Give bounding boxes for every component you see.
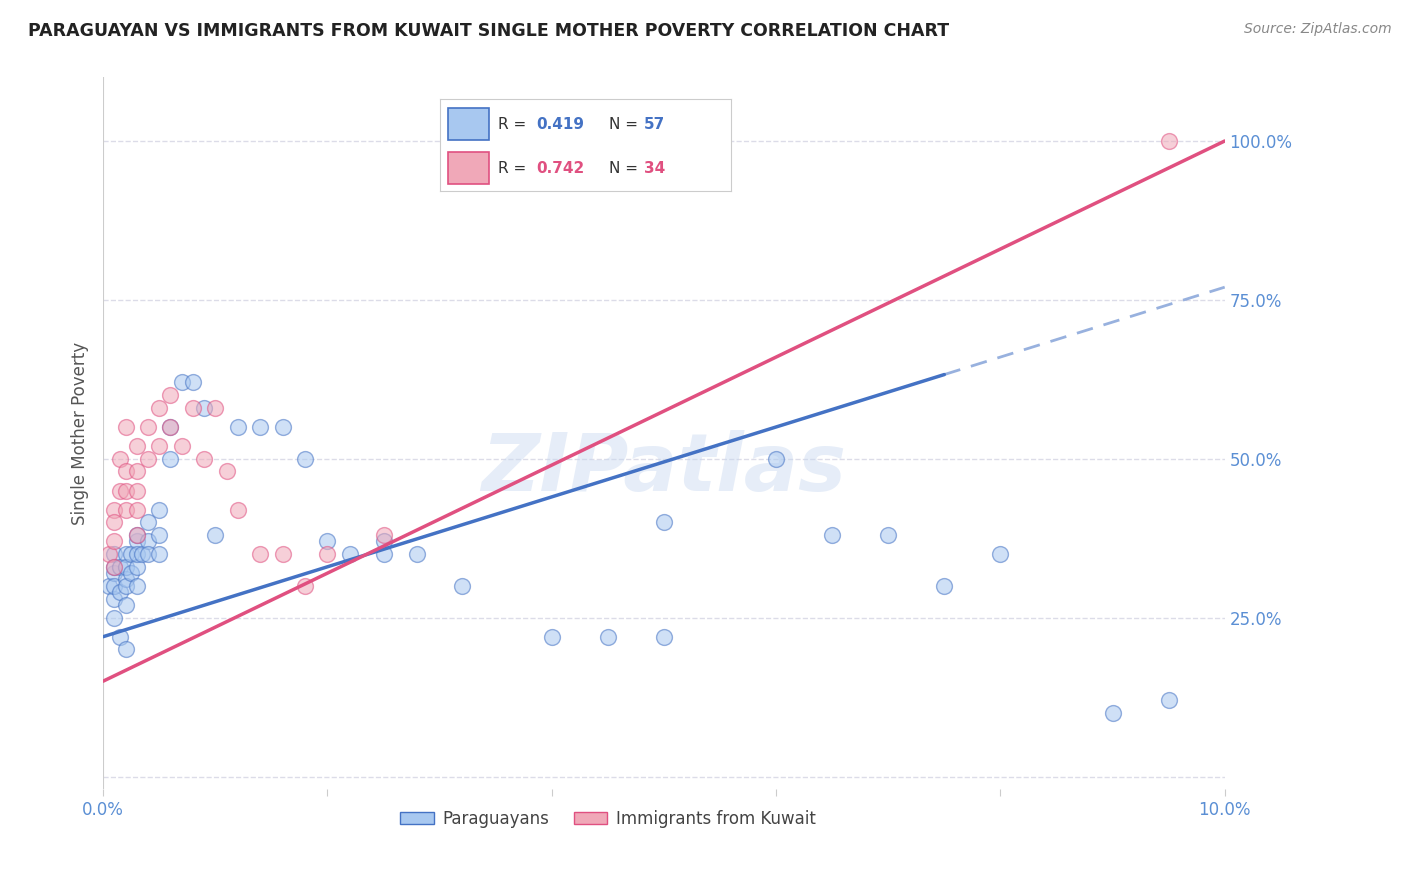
Point — [294, 451, 316, 466]
Point — [103, 566, 125, 581]
Point — [148, 502, 170, 516]
Point — [406, 547, 429, 561]
Point — [131, 547, 153, 561]
Point — [114, 579, 136, 593]
Point — [652, 516, 675, 530]
Point — [114, 598, 136, 612]
Point — [1157, 693, 1180, 707]
Legend: Paraguayans, Immigrants from Kuwait: Paraguayans, Immigrants from Kuwait — [394, 803, 823, 834]
Point — [125, 534, 148, 549]
Point — [148, 547, 170, 561]
Point — [103, 516, 125, 530]
Point — [181, 376, 204, 390]
Y-axis label: Single Mother Poverty: Single Mother Poverty — [72, 342, 89, 524]
Point — [125, 528, 148, 542]
Point — [181, 401, 204, 415]
Point — [373, 547, 395, 561]
Point — [108, 559, 131, 574]
Point — [125, 483, 148, 498]
Point — [120, 566, 142, 581]
Point — [125, 502, 148, 516]
Point — [170, 439, 193, 453]
Point — [1101, 706, 1123, 720]
Point — [148, 439, 170, 453]
Point — [103, 547, 125, 561]
Point — [159, 388, 181, 402]
Point — [97, 579, 120, 593]
Point — [159, 451, 181, 466]
Point — [652, 630, 675, 644]
Point — [125, 528, 148, 542]
Point — [249, 547, 271, 561]
Point — [108, 451, 131, 466]
Point — [877, 528, 900, 542]
Point — [103, 579, 125, 593]
Point — [125, 579, 148, 593]
Point — [103, 559, 125, 574]
Point — [136, 420, 159, 434]
Text: Source: ZipAtlas.com: Source: ZipAtlas.com — [1244, 22, 1392, 37]
Point — [114, 420, 136, 434]
Point — [451, 579, 474, 593]
Point — [316, 534, 339, 549]
Point — [103, 610, 125, 624]
Point — [159, 420, 181, 434]
Text: PARAGUAYAN VS IMMIGRANTS FROM KUWAIT SINGLE MOTHER POVERTY CORRELATION CHART: PARAGUAYAN VS IMMIGRANTS FROM KUWAIT SIN… — [28, 22, 949, 40]
Point — [136, 451, 159, 466]
Point — [596, 630, 619, 644]
Point — [136, 547, 159, 561]
Point — [316, 547, 339, 561]
Point — [1157, 134, 1180, 148]
Point — [125, 465, 148, 479]
Point — [170, 376, 193, 390]
Point — [159, 420, 181, 434]
Point — [193, 401, 215, 415]
Text: ZIPatlas: ZIPatlas — [481, 430, 846, 508]
Point — [765, 451, 787, 466]
Point — [821, 528, 844, 542]
Point — [125, 559, 148, 574]
Point — [373, 528, 395, 542]
Point — [125, 439, 148, 453]
Point — [990, 547, 1012, 561]
Point — [114, 465, 136, 479]
Point — [108, 585, 131, 599]
Point — [120, 547, 142, 561]
Point — [108, 630, 131, 644]
Point — [226, 502, 249, 516]
Point — [103, 502, 125, 516]
Point — [114, 642, 136, 657]
Point — [226, 420, 249, 434]
Point — [148, 528, 170, 542]
Point — [97, 547, 120, 561]
Point — [271, 420, 294, 434]
Point — [540, 630, 562, 644]
Point — [934, 579, 956, 593]
Point — [148, 401, 170, 415]
Point — [373, 534, 395, 549]
Point — [271, 547, 294, 561]
Point — [103, 559, 125, 574]
Point — [103, 534, 125, 549]
Point — [114, 502, 136, 516]
Point — [114, 559, 136, 574]
Point — [204, 401, 226, 415]
Point — [136, 516, 159, 530]
Point — [249, 420, 271, 434]
Point — [114, 483, 136, 498]
Point — [103, 591, 125, 606]
Point — [215, 465, 238, 479]
Point — [114, 547, 136, 561]
Point — [125, 547, 148, 561]
Point — [294, 579, 316, 593]
Point — [108, 483, 131, 498]
Point — [204, 528, 226, 542]
Point — [114, 573, 136, 587]
Point — [193, 451, 215, 466]
Point — [339, 547, 361, 561]
Point — [136, 534, 159, 549]
